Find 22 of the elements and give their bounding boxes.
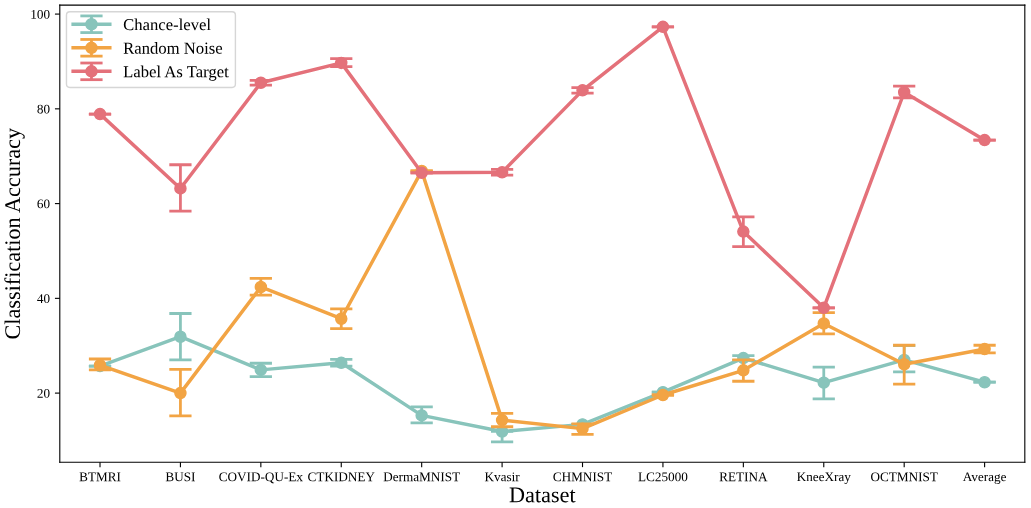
x-tick-label: OCTMNIST: [871, 472, 938, 482]
legend-label: Label As Target: [123, 65, 229, 81]
y-tick-label: 100: [31, 9, 50, 19]
x-axis-title: Dataset: [509, 487, 576, 503]
legend-label: Random Noise: [123, 42, 223, 54]
y-tick-label: 40: [37, 294, 50, 304]
x-tick-label: CHMNIST: [553, 472, 612, 482]
x-tick-label: DermaMNIST: [383, 472, 460, 482]
x-tick-label: CTKIDNEY: [308, 472, 375, 482]
x-tick-label: KneeXray: [797, 472, 851, 484]
x-tick-label: LC25000: [638, 472, 688, 482]
y-tick-label: 80: [37, 104, 50, 114]
x-tick-label: Average: [962, 472, 1006, 484]
x-tick-label: RETINA: [719, 472, 768, 482]
x-tick-label: BTMRI: [79, 472, 121, 482]
y-axis-title: Classification Accuracy: [4, 127, 25, 339]
y-tick-label: 20: [37, 388, 50, 398]
x-tick-label: COVID-QU-Ex: [219, 472, 303, 484]
x-tick-label: BUSI: [165, 472, 195, 482]
y-tick-label: 60: [37, 199, 50, 209]
x-tick-label: Kvasir: [484, 472, 520, 482]
legend-label: Chance-level: [123, 18, 211, 31]
